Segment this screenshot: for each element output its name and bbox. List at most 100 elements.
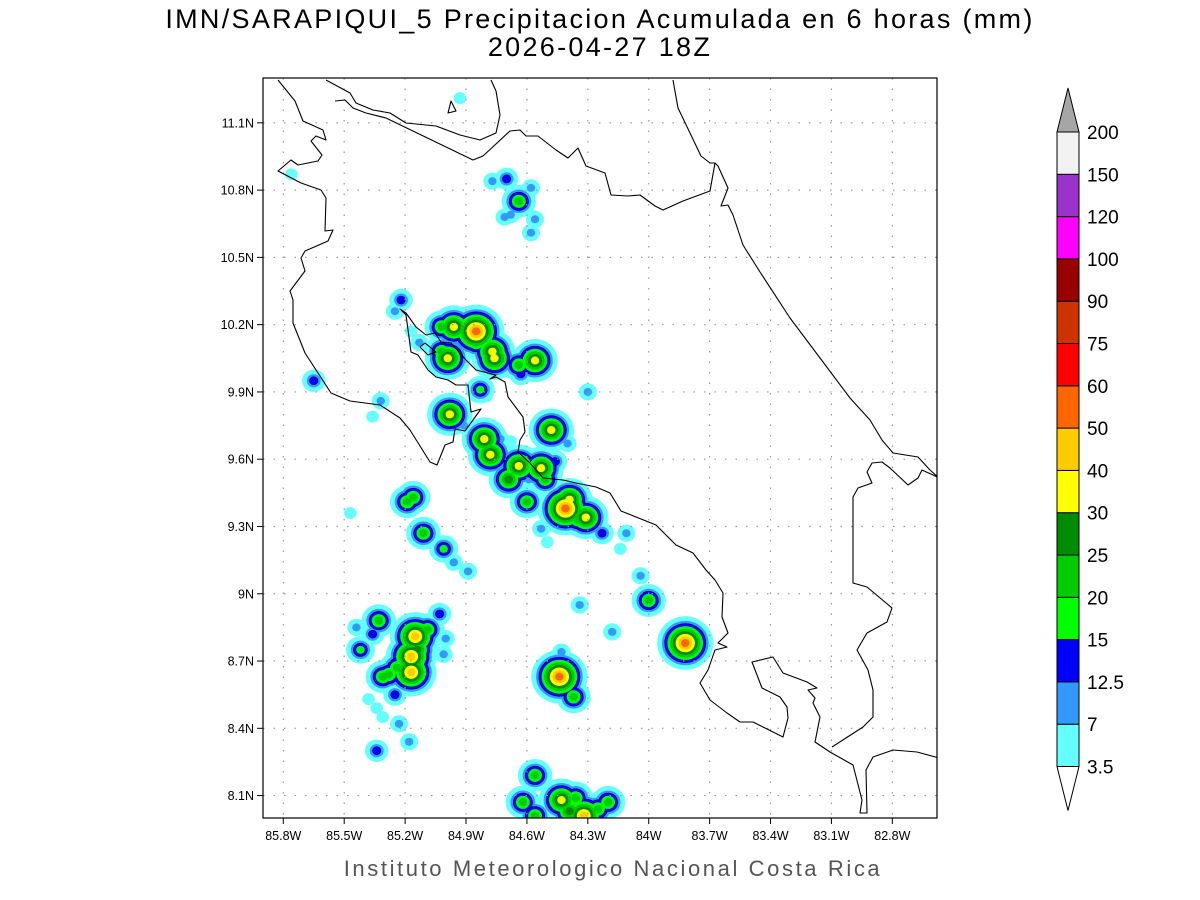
- precip-cell: [423, 625, 432, 634]
- lat-tick-label: 8.7N: [228, 655, 254, 669]
- colorbar-swatch: [1056, 681, 1080, 725]
- precip-cell: [530, 356, 540, 365]
- precip-cell: [526, 228, 536, 237]
- precip-cell: [561, 504, 570, 513]
- precip-cell: [506, 210, 515, 219]
- graticule: [263, 78, 937, 818]
- precip-cell: [583, 387, 593, 396]
- precip-cell: [536, 524, 546, 533]
- axis-ticks: 85.8W 85.5W 85.2W 84.9W 84.6W 84.3W 84W 83.7W 83…: [221, 116, 911, 843]
- map-valid-time: 2026-04-27 18Z: [487, 32, 713, 62]
- colorbar-under-triangle: [1056, 766, 1080, 811]
- precip-cell: [415, 338, 424, 347]
- precip-cell: [581, 513, 590, 522]
- san-juan-river: [672, 79, 715, 164]
- colorbar-label: 30: [1087, 504, 1108, 525]
- colorbar-swatch: [1056, 469, 1080, 514]
- precip-cell: [459, 421, 469, 430]
- colorbar-swatch: [1056, 554, 1080, 598]
- precip-cell: [644, 596, 653, 605]
- colorbar-label: 40: [1087, 461, 1108, 482]
- lake-nicaragua-shore: [325, 79, 501, 141]
- precip-cell: [557, 796, 566, 805]
- precip-cell: [530, 811, 540, 818]
- colorbar-swatch: [1056, 300, 1080, 345]
- precip-cell: [636, 571, 645, 580]
- precip-cell: [504, 475, 513, 484]
- lat-tick-label: 9.3N: [228, 520, 254, 534]
- precip-cell: [356, 645, 365, 654]
- precip-cell: [437, 322, 446, 331]
- lat-tick-label: 10.2N: [221, 318, 254, 332]
- precip-cell: [547, 426, 556, 435]
- precip-cell: [565, 495, 574, 504]
- colorbar-label: 100: [1087, 250, 1119, 271]
- precip-cell: [374, 616, 383, 625]
- nicaragua-border-caribbean-coast: [334, 99, 937, 477]
- precip-cell: [504, 435, 517, 448]
- colorbar-swatch: [1056, 723, 1080, 768]
- colorbar-label: 90: [1087, 292, 1108, 313]
- lon-tick-label: 83.7W: [692, 829, 728, 843]
- precip-cell: [372, 746, 382, 756]
- precip-cell: [390, 307, 400, 316]
- colorbar-swatch: [1056, 343, 1080, 387]
- colorbar-swatch: [1056, 639, 1080, 683]
- precip-cell: [392, 663, 402, 672]
- precip-cell: [409, 493, 418, 502]
- colorbar-over-triangle: [1056, 87, 1080, 133]
- precip-cell: [526, 183, 536, 192]
- precip-cell: [488, 347, 497, 356]
- map-title: IMN/SARAPIQUI_5 Precipitacion Acumulada …: [165, 4, 1035, 34]
- lat-tick-label: 9.6N: [228, 453, 254, 467]
- lon-tick-label: 85.2W: [387, 829, 423, 843]
- lon-tick-label: 84.3W: [570, 829, 606, 843]
- panama-border: [831, 461, 937, 748]
- precip-cell: [439, 544, 448, 553]
- colorbar-label: 60: [1087, 377, 1108, 398]
- precip-cell: [614, 542, 627, 555]
- precip-cell: [411, 632, 420, 641]
- precip-cell: [362, 693, 375, 706]
- lat-tick-label: 8.4N: [228, 722, 254, 736]
- colorbar-swatch: [1056, 385, 1080, 429]
- precip-cell: [441, 634, 450, 643]
- colorbar-swatch: [1056, 427, 1080, 471]
- precip-cell: [396, 295, 406, 305]
- precip-cell: [522, 497, 532, 506]
- precip-cell: [622, 529, 631, 538]
- colorbar-label: 7: [1087, 715, 1098, 736]
- precip-cell: [343, 507, 357, 520]
- colorbar-label: 3.5: [1087, 758, 1113, 779]
- precip-cell: [555, 672, 564, 681]
- precip-cell: [681, 639, 690, 648]
- lat-tick-label: 9N: [238, 587, 254, 601]
- colorbar-swatch: [1056, 216, 1080, 260]
- precip-cell: [390, 690, 400, 699]
- lat-tick-label: 8.1N: [228, 789, 254, 803]
- precip-cell: [480, 435, 489, 444]
- precip-cell: [486, 450, 495, 459]
- precip-cell: [285, 168, 298, 181]
- colorbar-label: 12.5: [1087, 673, 1124, 694]
- footer-credit: Instituto Meteorologico Nacional Costa R…: [343, 856, 883, 881]
- precip-cell: [597, 528, 607, 538]
- precip-cell: [476, 385, 485, 394]
- precip-cell: [406, 668, 416, 677]
- precip-cell: [384, 670, 394, 679]
- map-background: [263, 78, 937, 818]
- lat-tick-label: 10.5N: [221, 251, 254, 265]
- precip-cell: [571, 793, 580, 802]
- precip-cell: [402, 497, 412, 506]
- colorbar-label: 20: [1087, 588, 1108, 609]
- precip-cell: [514, 361, 523, 370]
- colorbar-label: 25: [1087, 546, 1108, 567]
- colorbar-label: 50: [1087, 419, 1108, 440]
- precip-cell: [569, 692, 578, 701]
- colorbar: 3.5 7 12.5 15 20 25 30 40 50 60 75 90 100 120 150 200: [1056, 87, 1124, 811]
- colorbar-swatch: [1056, 131, 1080, 175]
- precip-cell: [471, 327, 481, 336]
- precip-cell: [565, 807, 574, 816]
- lat-tick-label: 10.8N: [221, 184, 254, 198]
